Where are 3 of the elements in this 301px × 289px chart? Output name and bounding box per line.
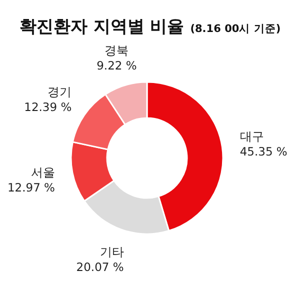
chart-title: 확진환자 지역별 비율: [19, 17, 184, 37]
subtitle: (8.16 00시 기준): [190, 23, 281, 35]
title: 확진환자 지역별 비율 (8.16 00시 기준): [19, 17, 281, 37]
